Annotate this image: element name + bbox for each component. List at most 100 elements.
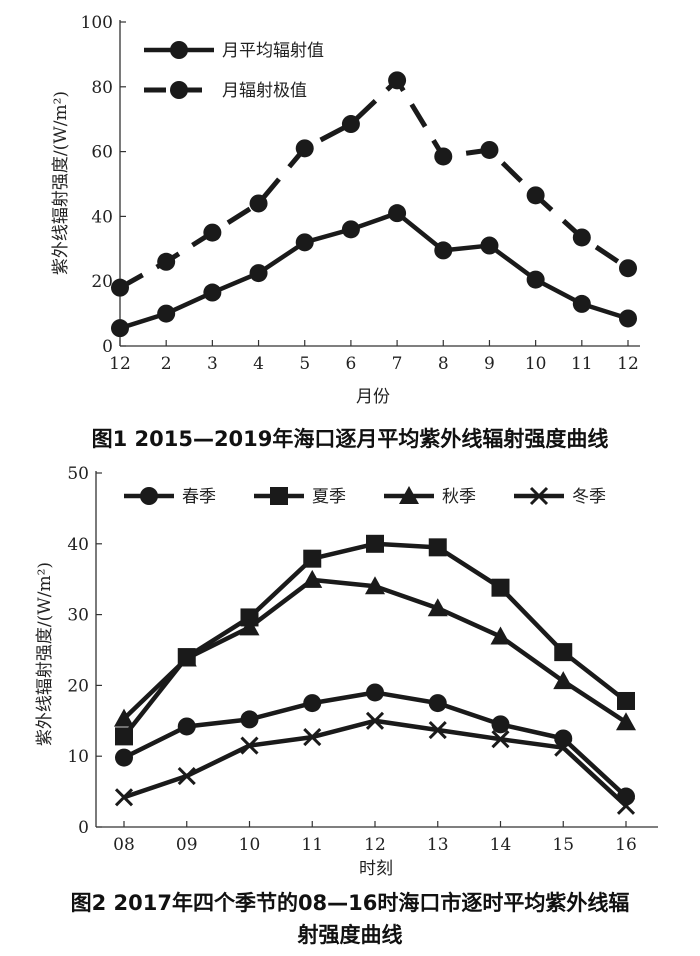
chart-2-data-point: [428, 694, 447, 713]
chart-2-x-tick-label: 10: [239, 835, 261, 855]
chart-2-data-point: [365, 576, 385, 595]
chart-1-y-tick-label: 80: [91, 78, 113, 98]
chart-1-x-tick-label: 2: [161, 354, 172, 374]
chart-2-legend-label: 夏季: [312, 487, 346, 507]
chart-1-data-point: [203, 283, 222, 302]
chart-2-legend: 春季 夏季 秋季 冬季: [124, 486, 606, 507]
chart-2-data-point: [115, 727, 133, 746]
chart-2-x-tick-label: 08: [113, 835, 135, 855]
chart-1-data-point: [572, 294, 591, 313]
chart-1-y-axis-label: 紫外线辐射强度/(W/m²): [51, 91, 71, 275]
chart-2-x-tick-label: 14: [490, 835, 512, 855]
chart-1-y-tick-label: 40: [91, 207, 113, 227]
chart-2-caption-line-1: 图2 2017年四个季节的08—16时海口市逐时平均紫外线辐: [70, 891, 630, 915]
chart-1-x-tick-label: 5: [299, 354, 310, 374]
chart-2-axes: 0 10 20 30 40 50 08 09 10 11 12 13 14 15 16: [67, 464, 658, 855]
chart-2-data-point: [115, 748, 133, 767]
chart-1-y-tick-label: 60: [91, 143, 113, 163]
chart-2-data-point: [616, 712, 636, 731]
chart-2-data-point: [428, 538, 447, 557]
chart-1: 0 20 40 60 80 100 12 2 3 4 5 6 7 8 9 10 11 12 月平均辐射值月辐射极值…: [51, 13, 640, 407]
chart-1-axes: 0 20 40 60 80 100 12 2 3 4 5 6 7 8 9 10 11 12: [81, 13, 640, 374]
chart-2-legend-item-2: 夏季: [254, 487, 346, 507]
chart-2-x-tick-label: 15: [552, 835, 574, 855]
chart-2-data-point: [554, 738, 573, 757]
chart-1-x-tick-label: 4: [253, 354, 264, 374]
chart-2-data-point: [617, 691, 635, 710]
chart-2: 0 10 20 30 40 50 08 09 10 11 12 13 14 15 16 春季 夏季 秋季 冬季 时…: [35, 464, 658, 879]
chart-2-data-point: [366, 683, 384, 702]
chart-2-data-point: [491, 730, 510, 749]
chart-2-data-point: [303, 549, 322, 568]
chart-2-x-tick-label: 11: [301, 835, 323, 855]
chart-2-data-point: [427, 598, 448, 617]
chart-1-data-point: [619, 259, 637, 278]
chart-2-data-point: [302, 569, 323, 588]
chart-1-legend-label: 月平均辐射值: [222, 41, 324, 61]
chart-1-series-line: [119, 210, 629, 331]
chart-2-data-point: [239, 617, 260, 636]
chart-2-data-point: [553, 671, 574, 690]
chart-1-data-point: [434, 147, 453, 166]
chart-2-data-point: [177, 717, 196, 736]
chart-1-legend-marker: [170, 81, 188, 99]
chart-1-data-point: [157, 304, 176, 323]
chart-1-data-point: [341, 220, 360, 239]
chart-1-x-tick-label: 12: [617, 354, 639, 374]
chart-1-data-point: [526, 270, 545, 289]
chart-2-data-point: [490, 626, 511, 645]
chart-1-legend-marker: [170, 41, 188, 59]
chart-2-legend-item-3: 秋季: [384, 486, 476, 507]
chart-1-caption: 图1 2015—2019年海口逐月平均紫外线辐射强度曲线: [91, 427, 609, 451]
chart-2-y-axis-label: 紫外线辐射强度/(W/m²): [35, 562, 55, 746]
chart-1-series-line: [118, 77, 630, 290]
chart-2-y-tick-label: 0: [78, 818, 89, 838]
chart-1-data-point: [480, 140, 499, 159]
chart-1-x-tick-label: 3: [207, 354, 218, 374]
chart-1-data-point: [526, 186, 545, 205]
chart-1-y-tick-label: 100: [81, 13, 113, 33]
chart-2-data-point: [303, 728, 322, 747]
chart-2-legend-marker: [399, 486, 419, 504]
chart-1-x-tick-label: 12: [109, 354, 131, 374]
chart-2-data-point: [177, 766, 196, 786]
chart-1-x-tick-label: 10: [525, 354, 547, 374]
chart-1-data-point: [249, 264, 268, 283]
chart-2-y-tick-label: 20: [67, 676, 89, 696]
chart-2-caption-line-2: 射强度曲线: [297, 923, 403, 947]
chart-2-y-tick-label: 40: [67, 535, 89, 555]
chart-1-data-point: [572, 228, 591, 247]
chart-2-data-point: [554, 643, 573, 662]
chart-2-data-point: [428, 720, 447, 740]
chart-1-x-tick-label: 6: [345, 354, 356, 374]
chart-2-data-point: [114, 788, 134, 807]
chart-2-legend-label: 秋季: [442, 487, 476, 507]
chart-1-data-point: [249, 194, 268, 213]
chart-2-legend-label: 冬季: [572, 487, 606, 507]
chart-2-x-tick-label: 12: [364, 835, 386, 855]
chart-2-legend-label: 春季: [182, 487, 216, 507]
chart-1-data-point: [111, 278, 129, 297]
chart-2-data-point: [366, 534, 384, 553]
chart-2-series-line: [122, 541, 628, 738]
chart-1-data-point: [295, 139, 314, 158]
chart-1-x-tick-label: 8: [438, 354, 449, 374]
chart-2-data-point: [365, 711, 385, 730]
chart-1-legend-item-1: 月平均辐射值: [144, 41, 324, 61]
chart-2-data-point: [176, 648, 197, 667]
chart-2-legend-marker: [270, 487, 288, 505]
chart-2-data-point: [303, 694, 322, 713]
chart-1-x-tick-label: 11: [571, 354, 593, 374]
chart-1-y-tick-label: 20: [91, 272, 113, 292]
chart-2-x-tick-label: 09: [176, 835, 198, 855]
chart-1-series-2: [111, 71, 637, 297]
chart-2-series-4: [114, 711, 636, 815]
chart-2-series-3: [114, 569, 636, 731]
chart-2-legend-item-1: 春季: [124, 487, 216, 507]
chart-2-data-point: [491, 578, 510, 597]
chart-1-data-point: [388, 71, 407, 90]
chart-2-data-point: [491, 715, 510, 734]
chart-2-legend-marker: [529, 486, 549, 506]
chart-2-series-2: [115, 534, 635, 746]
